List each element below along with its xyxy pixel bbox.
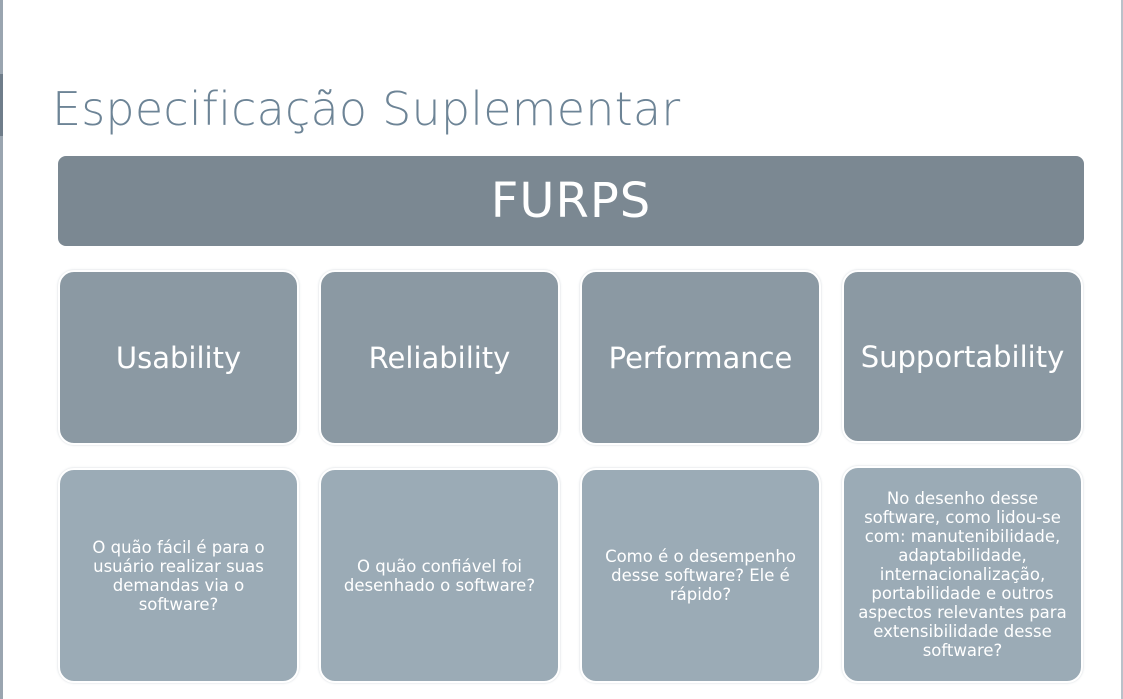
category-box-usability: Usability [58,270,299,445]
category-label: Supportability [860,339,1065,374]
description-text: O quão fácil é para o usuário realizar s… [92,537,265,614]
category-box-supportability: Supportability [842,270,1083,443]
category-label: Performance [608,340,793,375]
furps-header-label: FURPS [490,173,652,229]
description-text: No desenho desse software, como lidou-se… [858,489,1067,660]
description-box-performance: Como é o desempenho desse software? Ele … [580,468,821,683]
category-box-performance: Performance [580,270,821,445]
furps-header-bar: FURPS [58,156,1084,246]
description-box-reliability: O quão confiável foi desenhado o softwar… [319,468,560,683]
category-label: Usability [115,340,242,375]
slide-title: Especificação Suplementar [52,82,681,136]
description-text: Como é o desempenho desse software? Ele … [605,547,796,604]
category-box-reliability: Reliability [319,270,560,445]
slide-right-edge [1121,0,1123,699]
slide-left-edge-marker [0,74,3,136]
slide-left-edge [0,0,3,699]
category-label: Reliability [368,340,511,375]
description-text: O quão confiável foi desenhado o softwar… [343,556,536,595]
description-box-usability: O quão fácil é para o usuário realizar s… [58,468,299,683]
description-box-supportability: No desenho desse software, como lidou-se… [842,466,1083,683]
